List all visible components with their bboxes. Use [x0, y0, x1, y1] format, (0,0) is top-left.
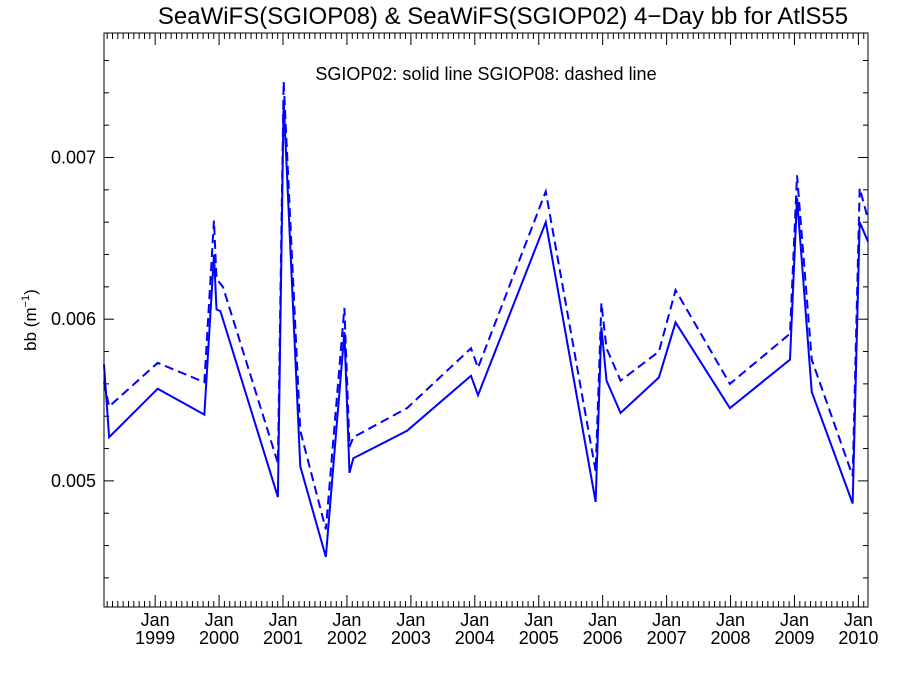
x-tick-label-month: Jan	[141, 610, 170, 630]
plot-frame	[103, 32, 869, 608]
x-tick-label-month: Jan	[844, 610, 873, 630]
x-tick-label-month: Jan	[268, 610, 297, 630]
x-tick-label-month: Jan	[205, 610, 234, 630]
x-tick-label-year: 2003	[391, 628, 431, 648]
series-line-sgiop08-dashed	[103, 81, 869, 530]
x-tick-label-month: Jan	[524, 610, 553, 630]
chart-title: SeaWiFS(SGIOP08) & SeaWiFS(SGIOP02) 4−Da…	[158, 3, 848, 30]
x-tick-label-year: 2004	[455, 628, 495, 648]
x-tick-label-month: Jan	[652, 610, 681, 630]
x-tick-label-month: Jan	[716, 610, 745, 630]
x-tick-label-year: 2009	[774, 628, 814, 648]
y-axis-title: bb (m−1)	[20, 289, 40, 351]
x-tick-label-year: 2002	[327, 628, 367, 648]
y-tick-label: 0.006	[51, 309, 96, 329]
x-tick-label-year: 2007	[647, 628, 687, 648]
x-tick-label-year: 2001	[263, 628, 303, 648]
x-tick-label-month: Jan	[332, 610, 361, 630]
x-tick-label-month: Jan	[780, 610, 809, 630]
x-tick-label-month: Jan	[396, 610, 425, 630]
y-tick-label: 0.007	[51, 148, 96, 168]
svg-text:bb (m−1): bb (m−1)	[20, 289, 40, 351]
x-tick-label-month: Jan	[460, 610, 489, 630]
x-tick-label-year: 2010	[838, 628, 878, 648]
y-axis-title-main: bb (m	[21, 307, 40, 350]
x-tick-label-year: 1999	[135, 628, 175, 648]
plot-area: 0.0050.0060.007Jan1999Jan2000Jan2001Jan2…	[51, 33, 878, 648]
x-tick-label-year: 2006	[583, 628, 623, 648]
chart-annotation: SGIOP02: solid line SGIOP08: dashed line	[315, 64, 656, 84]
x-tick-label-year: 2000	[199, 628, 239, 648]
y-axis-title-superscript: −1	[20, 295, 32, 308]
x-tick-label-month: Jan	[588, 610, 617, 630]
series-line-sgiop02-solid	[103, 100, 869, 558]
y-tick-label: 0.005	[51, 471, 96, 491]
x-tick-label-year: 2008	[711, 628, 751, 648]
y-axis-title-close: )	[21, 289, 40, 295]
x-tick-label-year: 2005	[519, 628, 559, 648]
